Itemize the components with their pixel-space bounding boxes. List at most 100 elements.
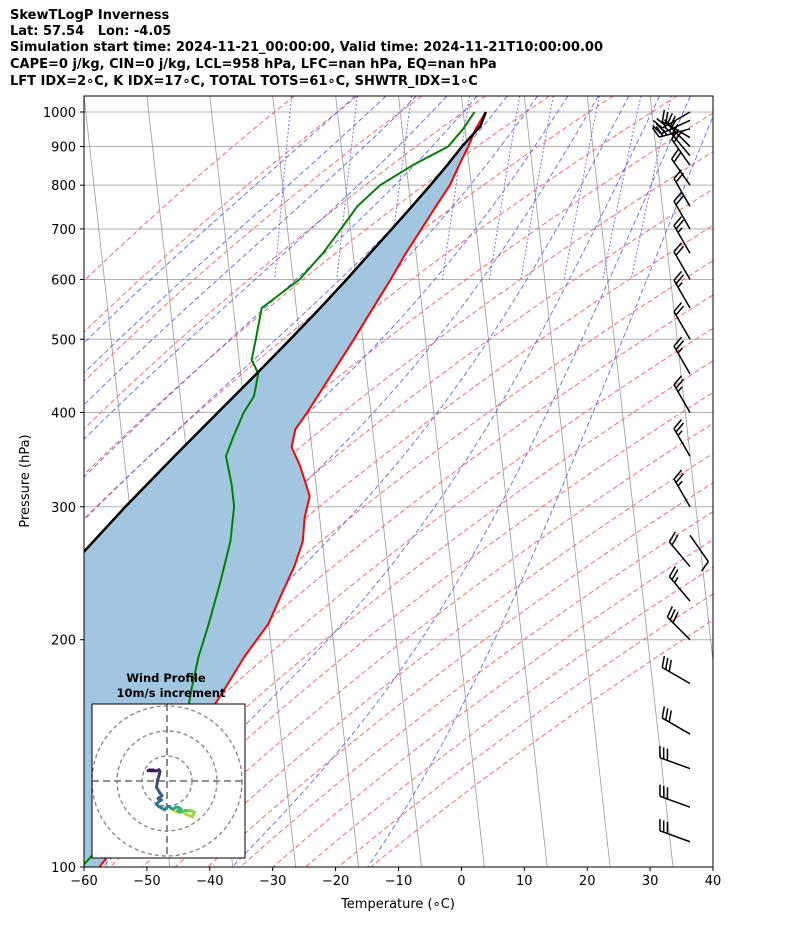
wind-barb-staff <box>661 111 691 129</box>
dry-adiabat-line <box>84 294 713 793</box>
wind-barb-flag <box>668 659 672 672</box>
dry-adiabat-line <box>84 327 713 828</box>
wind-barb-staff <box>668 130 691 157</box>
wind-barb-flag <box>675 274 685 285</box>
mixing-ratio-line <box>387 96 412 280</box>
wind-barb-staff <box>673 384 691 413</box>
axes: −60 −50 −40 −30 −20 −10 0 10 20 30 40 100 200 300 400 5… <box>43 106 721 889</box>
wind-barb <box>661 655 691 685</box>
wind-barb-flag <box>673 270 683 281</box>
wind-barb-flag <box>675 340 685 351</box>
isotherm-line <box>649 96 713 665</box>
wind-barb-half-flag <box>677 430 683 436</box>
y-tick-label: 800 <box>51 179 76 194</box>
y-axis-label: Pressure (hPa) <box>18 434 33 527</box>
wind-barb <box>673 216 691 254</box>
isotherm-line <box>523 96 611 867</box>
wind-barb-flag <box>673 152 682 163</box>
wind-barb-flag <box>669 115 676 128</box>
wind-barb-flag <box>675 422 685 433</box>
wind-barb-staff <box>673 200 691 230</box>
wind-barb <box>661 109 691 139</box>
wind-barb-flag <box>673 132 682 143</box>
wind-barb <box>673 270 691 309</box>
y-tick-label: 500 <box>51 333 76 348</box>
wind-barb-staff <box>661 120 691 139</box>
wind-barb <box>668 120 691 157</box>
wind-barb-flag <box>651 127 660 138</box>
chart-title-indices-1: CAPE=0 j/kg, CIN=0 j/kg, LCL=958 hPa, LF… <box>10 57 497 72</box>
dry-adiabat-line <box>142 422 713 867</box>
wind-barb-flag <box>665 708 669 721</box>
wind-barb-flag <box>661 109 666 122</box>
moist-adiabat-line <box>367 114 713 867</box>
isotherm-line <box>586 96 674 867</box>
wind-barb-flag <box>671 534 679 546</box>
wind-barb-staff <box>673 225 691 254</box>
wind-barb-flag <box>673 469 683 480</box>
wind-barb-flag <box>675 245 685 256</box>
wind-barb-flag <box>673 242 683 253</box>
wind-barb <box>671 129 691 166</box>
wind-barb-flag <box>661 655 666 668</box>
x-tick-label: −30 <box>259 874 286 889</box>
y-tick-label: 600 <box>51 273 76 288</box>
mixing-ratio-line <box>489 96 521 280</box>
wind-barb-flag <box>668 566 676 577</box>
wind-barb-staff <box>659 830 691 843</box>
dry-adiabat-line <box>174 452 713 867</box>
wind-barb-flag <box>675 305 685 316</box>
wind-barb-half-flag <box>677 480 683 487</box>
wind-barb-flag <box>666 606 674 618</box>
wind-barb <box>673 469 691 508</box>
wind-barb-staff <box>671 158 691 186</box>
wind-barb-half-flag <box>677 282 683 288</box>
moist-adiabat-line <box>84 96 508 521</box>
wind-barb-staff <box>689 534 709 562</box>
wind-barb-half-flag <box>662 129 668 136</box>
wind-barb-staff <box>661 717 691 735</box>
wind-barb-flag <box>669 608 676 621</box>
moist-adiabat-line <box>102 96 660 867</box>
dry-adiabat-line <box>272 539 713 867</box>
wind-barb-flag <box>671 569 679 581</box>
temperature-line <box>98 111 487 867</box>
cin-area <box>84 112 486 867</box>
wind-barb <box>659 784 691 808</box>
dry-adiabat-line <box>84 96 359 333</box>
hodograph <box>92 704 245 858</box>
isotherm-line <box>461 96 548 867</box>
isobars <box>84 111 713 867</box>
dry-adiabat-line <box>84 96 550 476</box>
wind-barb-flag <box>673 302 683 313</box>
wind-barb-flag <box>668 120 676 132</box>
wind-barb-staff <box>671 138 691 166</box>
wind-barb <box>673 242 691 280</box>
wind-barb-staff <box>673 251 691 280</box>
wind-barb-flag <box>671 129 679 140</box>
wind-barb-flag <box>661 706 666 719</box>
x-tick-label: 30 <box>642 874 659 889</box>
wind-barb-flag <box>675 172 685 183</box>
dry-adiabat-line <box>84 96 486 430</box>
wind-barb-flag <box>671 148 679 160</box>
mixing-ratio-line <box>563 96 600 280</box>
mixing-ratio-line <box>441 96 470 280</box>
y-tick-label: 100 <box>51 861 76 876</box>
isotherm-line <box>272 96 359 867</box>
wind-barb <box>673 302 691 340</box>
wind-barb-staff <box>659 756 691 770</box>
wind-barb <box>666 606 691 641</box>
wind-barb-flag <box>672 611 679 624</box>
wind-barb <box>673 169 691 207</box>
wind-barb-flag <box>673 336 683 347</box>
wind-barb-flag <box>655 126 664 137</box>
moist-adiabats <box>84 96 713 867</box>
chart-title-indices-2: LFT IDX=2∘C, K IDX=17∘C, TOTAL TOTS=61∘C… <box>10 74 478 89</box>
moist-adiabat-line <box>84 96 630 783</box>
dry-adiabat-line <box>370 619 713 867</box>
wind-barb-flag <box>665 111 669 124</box>
x-tick-label: −40 <box>196 874 223 889</box>
wind-barb-flag <box>675 473 685 484</box>
